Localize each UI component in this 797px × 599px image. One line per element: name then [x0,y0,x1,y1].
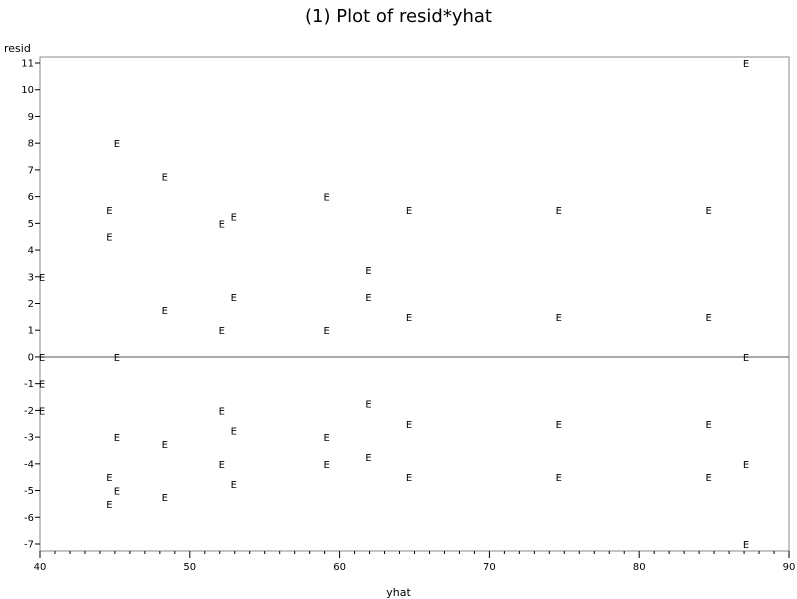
y-tick-label: -6 [24,513,34,524]
data-point: E [365,453,371,464]
data-point: E [406,313,412,324]
y-tick-label: 2 [28,299,34,310]
data-point: E [323,193,329,204]
y-tick-label: 5 [28,219,34,230]
data-point: E [231,426,237,437]
data-point: E [39,273,45,284]
data-point: E [114,487,120,498]
data-point: E [106,473,112,484]
data-point: E [114,139,120,150]
data-point: E [365,293,371,304]
y-tick-label: 0 [28,352,34,363]
data-point: E [162,306,168,317]
y-tick-label: -5 [24,486,34,497]
data-point: E [365,266,371,277]
data-point: E [219,326,225,337]
y-axis-label: resid [4,42,31,55]
data-point: E [323,433,329,444]
data-point: E [556,473,562,484]
data-point: E [406,420,412,431]
y-tick-label: 7 [28,165,34,176]
data-point: E [162,173,168,184]
data-point: E [743,460,749,471]
chart-title: (1) Plot of resid*yhat [305,6,492,27]
data-point: E [231,213,237,224]
y-tick-label: -4 [24,459,34,470]
y-tick-label: 1 [28,326,34,337]
data-point: E [231,480,237,491]
data-point: E [705,206,711,217]
y-tick-label: 3 [28,272,34,283]
data-point: E [323,326,329,337]
plot-frame [39,56,790,552]
data-point: E [743,540,749,551]
data-point: E [556,206,562,217]
data-point: E [162,493,168,504]
data-point: E [106,206,112,217]
data-point: E [219,460,225,471]
y-tick-label: 9 [28,112,34,123]
data-point: E [406,206,412,217]
y-tick-label: 10 [21,85,34,96]
data-point: E [556,313,562,324]
x-tick-label: 40 [34,562,47,573]
x-tick-label: 80 [633,562,646,573]
data-point: E [39,380,45,391]
data-point: E [231,293,237,304]
data-point: E [705,313,711,324]
x-tick-label: 50 [183,562,196,573]
data-point: E [106,500,112,511]
data-point: E [114,433,120,444]
y-tick-label: 4 [28,246,34,257]
data-point: E [705,473,711,484]
y-tick-label: 8 [28,139,34,150]
x-axis-label: yhat [386,586,411,599]
x-tick-label: 60 [333,562,346,573]
y-tick-label: -2 [24,406,34,417]
data-point: E [114,353,120,364]
data-point: E [323,460,329,471]
y-tick-label: -1 [24,379,34,390]
y-tick-label: -3 [24,433,34,444]
x-tick-label: 90 [783,562,796,573]
data-point: E [39,406,45,417]
x-tick-label: 70 [483,562,496,573]
data-point: E [106,233,112,244]
y-tick-label: 11 [21,59,34,70]
data-point: E [365,400,371,411]
data-point: E [219,219,225,230]
data-point: E [743,353,749,364]
data-point: E [743,59,749,70]
data-point: E [162,440,168,451]
data-point: E [556,420,562,431]
data-point: E [39,353,45,364]
data-point: E [705,420,711,431]
y-tick-label: 6 [28,192,34,203]
data-point: E [219,406,225,417]
data-point: E [406,473,412,484]
y-tick-label: -7 [24,540,34,551]
